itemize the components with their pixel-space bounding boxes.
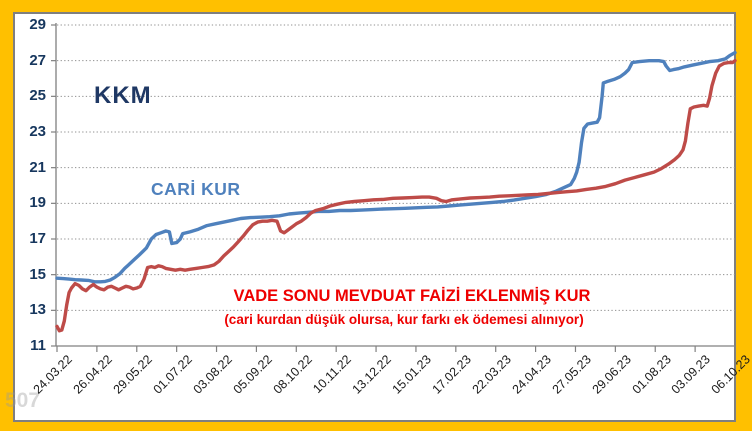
vade-sonu-kur-line (55, 59, 737, 333)
kkm-annotation: KKM (94, 82, 152, 109)
watermark-text: 507 (5, 389, 41, 412)
cari-kur-line (55, 50, 737, 284)
chart-subtitle: (cari kurdan düşük olursa, kur farkı ek … (224, 312, 584, 327)
chart-title: VADE SONU MEVDUAT FAİZİ EKLENMİŞ KUR (233, 287, 591, 305)
cari-kur-annotation: CARİ KUR (151, 179, 241, 199)
